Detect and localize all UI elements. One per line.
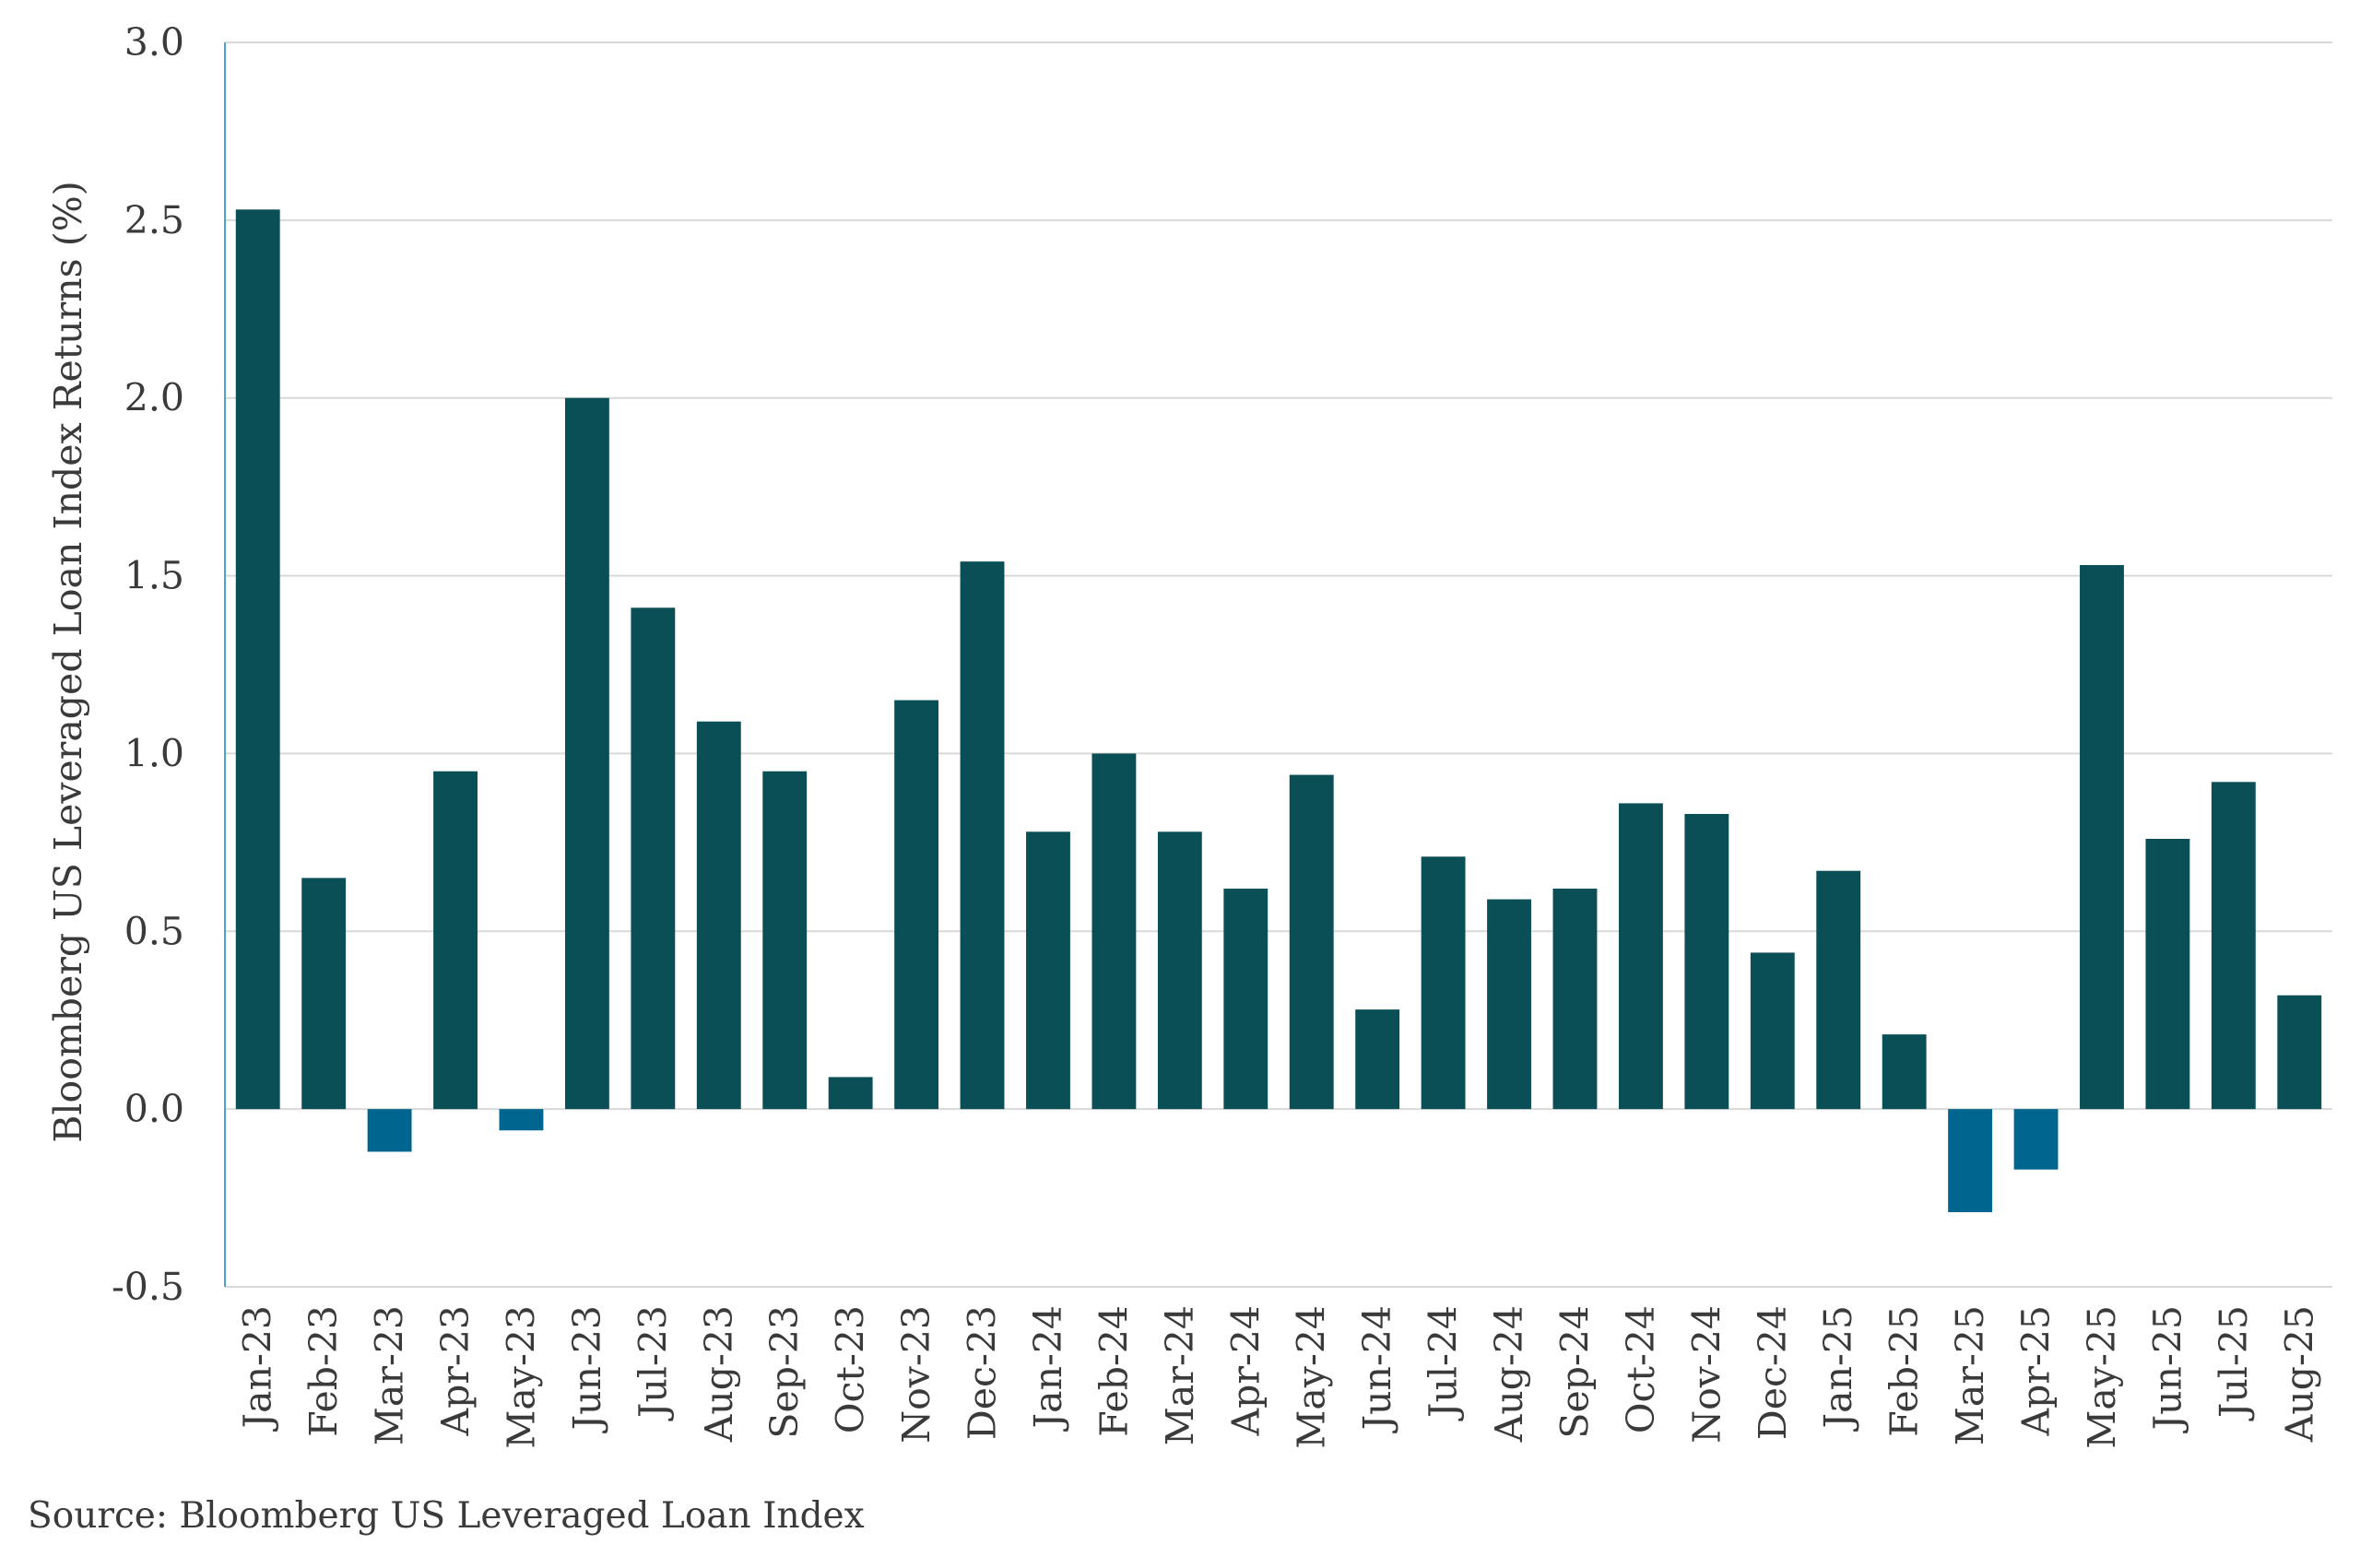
y-tick-label: 2.0 — [124, 376, 184, 420]
y-tick-label: 2.5 — [124, 198, 184, 242]
bar-oct-23 — [828, 1077, 873, 1110]
bar-apr-23 — [433, 771, 478, 1110]
x-tick-label: Mar-25 — [1948, 1305, 1992, 1445]
x-tick-label: May-23 — [499, 1305, 543, 1449]
x-tick-label: May-24 — [1290, 1305, 1334, 1449]
bar-jan-23 — [235, 209, 280, 1110]
x-tick-label: Jun-25 — [2145, 1305, 2189, 1433]
bar-may-23 — [499, 1109, 544, 1131]
y-tick-label: 1.5 — [124, 554, 184, 598]
bar-dec-24 — [1750, 952, 1795, 1110]
y-tick-label: 0.5 — [124, 909, 184, 953]
x-tick-label: Jul-25 — [2212, 1305, 2256, 1421]
bar-jan-24 — [1026, 831, 1070, 1110]
x-tick-label: Sep-23 — [762, 1305, 807, 1439]
x-tick-label: Mar-23 — [368, 1305, 412, 1445]
y-tick-label: 0.0 — [124, 1087, 184, 1131]
x-tick-label: Jan-23 — [236, 1305, 280, 1432]
y-axis-label: Bloomberg US Leveraged Loan Index Return… — [46, 181, 90, 1142]
bar-may-25 — [2080, 565, 2124, 1110]
bar-apr-25 — [2013, 1109, 2059, 1170]
bar-jun-25 — [2145, 839, 2190, 1110]
y-tick-label: 3.0 — [124, 20, 184, 65]
x-tick-label: Sep-24 — [1552, 1305, 1597, 1439]
bar-aug-25 — [2277, 995, 2322, 1110]
bars — [235, 209, 2322, 1212]
source-note: Source: Bloomberg US Leveraged Loan Inde… — [28, 1495, 865, 1537]
x-tick-label: Mar-24 — [1158, 1305, 1202, 1445]
x-tick-label: Feb-24 — [1092, 1305, 1136, 1437]
bar-aug-23 — [696, 721, 741, 1110]
bar-mar-24 — [1157, 831, 1202, 1110]
bar-feb-25 — [1882, 1034, 1927, 1110]
y-tick-label: 1.0 — [124, 731, 184, 775]
x-tick-label: Dec-23 — [961, 1305, 1005, 1440]
y-tick-label: -0.5 — [112, 1265, 184, 1309]
x-tick-label: Feb-23 — [301, 1305, 346, 1437]
bar-apr-24 — [1223, 889, 1268, 1110]
bar-mar-23 — [367, 1109, 412, 1152]
bar-jul-24 — [1421, 856, 1466, 1110]
bar-jun-24 — [1355, 1009, 1400, 1110]
x-tick-label: Dec-24 — [1751, 1305, 1795, 1440]
x-tick-label: Aug-25 — [2277, 1305, 2321, 1443]
bar-sep-23 — [762, 771, 808, 1110]
y-tick-labels: 3.0 2.5 2.0 1.5 1.0 0.5 0.0 -0.5 — [112, 20, 184, 1309]
x-tick-label: Apr-24 — [1223, 1305, 1268, 1436]
bar-mar-25 — [1948, 1109, 1993, 1212]
bar-may-24 — [1289, 774, 1334, 1110]
bar-nov-23 — [894, 700, 939, 1110]
x-tick-label: Oct-23 — [829, 1305, 873, 1433]
x-tick-label: Feb-25 — [1882, 1305, 1927, 1437]
x-tick-label: May-25 — [2080, 1305, 2124, 1449]
x-tick-label: Jul-23 — [631, 1305, 675, 1421]
bar-nov-24 — [1684, 814, 1729, 1110]
x-tick-label: Jul-24 — [1422, 1305, 1466, 1421]
x-tick-label: Jun-24 — [1355, 1305, 1399, 1433]
bar-aug-24 — [1487, 899, 1531, 1110]
x-tick-label: Apr-25 — [2014, 1305, 2059, 1436]
x-tick-label: Jan-24 — [1026, 1305, 1070, 1432]
bar-feb-24 — [1092, 753, 1137, 1110]
x-tick-label: Nov-23 — [894, 1305, 938, 1444]
x-tick-labels: Jan-23 Feb-23 Mar-23 Apr-23 May-23 Jun-23 Jul-… — [236, 1305, 2322, 1449]
x-tick-label: Aug-24 — [1487, 1305, 1531, 1443]
x-tick-label: Jan-25 — [1816, 1305, 1860, 1432]
x-tick-label: Apr-23 — [433, 1305, 478, 1436]
bar-jul-25 — [2211, 782, 2256, 1110]
bar-jul-23 — [631, 607, 676, 1110]
bar-feb-23 — [301, 878, 347, 1110]
x-tick-label: Jun-23 — [565, 1305, 609, 1433]
gridlines — [225, 41, 2332, 1288]
x-tick-label: Aug-23 — [697, 1305, 741, 1443]
bar-dec-23 — [960, 561, 1005, 1110]
bar-jan-25 — [1816, 870, 1861, 1110]
bar-oct-24 — [1618, 803, 1663, 1110]
x-tick-label: Nov-24 — [1684, 1305, 1729, 1444]
bar-sep-24 — [1552, 889, 1598, 1110]
x-tick-label: Oct-24 — [1619, 1305, 1663, 1433]
bar-jun-23 — [564, 397, 609, 1110]
